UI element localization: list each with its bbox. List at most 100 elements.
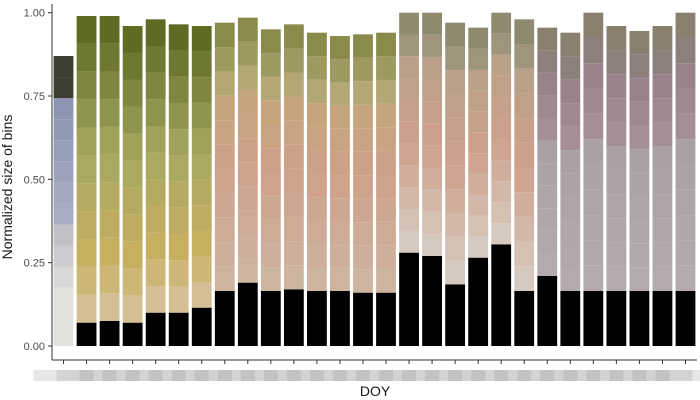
bar-segment <box>491 12 512 34</box>
bar-segment <box>260 172 281 196</box>
y-tick-label: 1.00 <box>24 8 45 20</box>
bar-segment <box>353 104 373 129</box>
bar-segment <box>53 77 74 99</box>
bar-segment <box>76 71 97 100</box>
bar-segment <box>445 117 466 142</box>
bar-segment <box>260 291 281 346</box>
bar-24 <box>583 12 604 346</box>
y-axis: 0.00 0.25 0.50 0.75 1.00 <box>24 4 53 360</box>
bar-segment <box>260 148 281 173</box>
bar-segment <box>652 26 673 51</box>
bar-segment <box>214 47 235 72</box>
bar-segment <box>122 322 143 346</box>
bar-segment <box>214 193 235 218</box>
bar-segment <box>99 126 120 155</box>
bar-segment <box>283 48 304 73</box>
bar-segment <box>606 291 627 346</box>
bar-segment <box>168 155 189 182</box>
y-axis-title: Normalized size of bins <box>0 115 15 260</box>
bar-2 <box>76 16 97 346</box>
bar-25 <box>606 26 627 346</box>
bar-segment <box>491 223 512 245</box>
bar-12 <box>307 32 327 346</box>
bar-segment <box>76 183 97 212</box>
bar-segment <box>560 126 581 151</box>
bar-segment <box>652 242 673 267</box>
bar-segment <box>191 102 212 129</box>
bar-segment <box>606 74 627 99</box>
x-tick-label-overlap <box>471 370 532 381</box>
bar-segment <box>214 217 235 243</box>
bars-group <box>53 12 696 346</box>
bar-segment <box>283 241 304 266</box>
bar-segment <box>491 33 512 55</box>
x-axis <box>33 359 700 381</box>
bar-segment <box>606 170 627 195</box>
bar-segment <box>376 103 396 128</box>
bar-segment <box>53 119 74 141</box>
x-tick-label-overlap <box>33 370 94 381</box>
bar-segment <box>399 34 419 57</box>
bar-segment <box>191 256 212 283</box>
bar-segment <box>145 152 166 180</box>
bar-segment <box>422 145 442 168</box>
bar-segment <box>168 260 189 287</box>
bar-segment <box>283 289 304 346</box>
x-tick-label-overlap <box>286 370 347 381</box>
bar-segment <box>422 233 442 256</box>
bar-segment <box>353 245 373 270</box>
bar-segment <box>491 160 512 182</box>
bar-segment <box>145 46 166 73</box>
bar-segment <box>191 128 212 155</box>
bar-segment <box>537 117 558 141</box>
bar-9 <box>237 17 258 346</box>
x-tick-label-overlap <box>56 370 117 381</box>
bar-segment <box>491 96 512 118</box>
bar-segment <box>330 221 350 245</box>
bar-segment <box>376 79 396 104</box>
bar-segment <box>675 113 696 140</box>
bar-segment <box>675 37 696 64</box>
bar-segment <box>652 98 673 123</box>
bar-segment <box>330 59 350 83</box>
bar-segment <box>283 72 304 97</box>
bar-segment <box>283 168 304 193</box>
bar-segment <box>422 56 442 80</box>
bar-segment <box>560 150 581 174</box>
bar-segment <box>330 105 350 129</box>
bar-20 <box>491 12 512 346</box>
bar-segment <box>330 82 350 106</box>
bar-segment <box>675 215 696 241</box>
bar-19 <box>468 27 489 346</box>
bar-segment <box>76 16 97 44</box>
bar-segment <box>376 127 396 151</box>
bar-26 <box>629 31 650 346</box>
bar-segment <box>353 175 373 199</box>
bar-segment <box>168 50 189 77</box>
bar-segment <box>652 122 673 147</box>
x-tick-label-overlap <box>425 370 486 381</box>
bar-segment <box>629 196 650 221</box>
bar-segment <box>606 266 627 291</box>
bar-segment <box>168 24 189 51</box>
bar-segment <box>583 265 604 291</box>
bar-segment <box>237 114 258 139</box>
bar-segment <box>629 78 650 102</box>
bar-segment <box>468 90 489 112</box>
bar-segment <box>399 209 419 231</box>
x-axis-title: DOY <box>360 383 391 399</box>
bar-segment <box>514 44 535 69</box>
bar-segment <box>99 71 120 100</box>
bar-segment <box>168 181 189 208</box>
x-tick-label-overlap <box>540 370 601 381</box>
bar-segment <box>99 154 120 183</box>
bar-segment <box>191 282 212 308</box>
bar-segment <box>514 142 535 168</box>
bar-segment <box>376 269 396 293</box>
bar-16 <box>399 12 419 346</box>
x-tick-label-overlap <box>563 370 624 381</box>
bar-segment <box>191 230 212 257</box>
bar-segment <box>491 244 512 346</box>
bar-segment <box>260 267 281 291</box>
